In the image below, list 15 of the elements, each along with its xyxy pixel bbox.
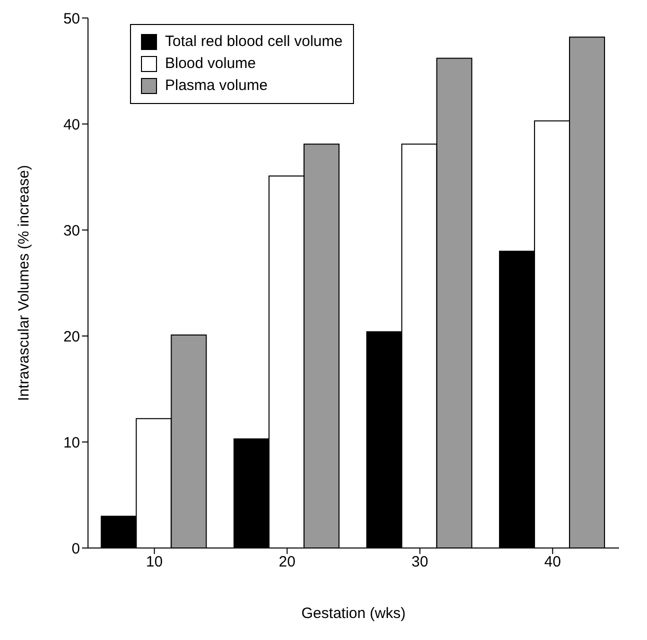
y-tick-label: 50	[63, 10, 80, 28]
x-tick-label: 40	[544, 554, 561, 571]
x-axis-title: Gestation (wks)	[301, 605, 406, 622]
y-axis-title: Intravascular Volumes (% increase)	[15, 165, 32, 401]
legend-label: Total red blood cell volume	[165, 32, 343, 52]
x-tick-label: 20	[278, 554, 296, 571]
y-tick-label: 10	[63, 434, 80, 452]
y-tick-label: 40	[63, 116, 80, 134]
legend-label: Blood volume	[165, 54, 256, 74]
y-tick-label: 0	[72, 540, 80, 558]
y-tick-label: 30	[63, 222, 80, 240]
x-tick-label: 10	[146, 554, 163, 571]
x-tick-label: 30	[412, 554, 428, 571]
y-tick-label: 20	[63, 328, 80, 346]
legend-label: Plasma volume	[165, 76, 268, 96]
